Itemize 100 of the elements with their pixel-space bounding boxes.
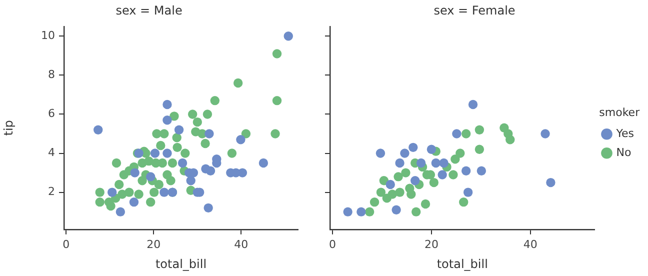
legend-label: No — [616, 146, 632, 159]
point — [401, 168, 410, 178]
point — [284, 32, 293, 41]
x-tick-label: 0 — [62, 238, 70, 251]
point — [154, 180, 164, 190]
point — [448, 170, 458, 180]
point — [170, 112, 179, 121]
point — [238, 168, 248, 178]
point — [95, 197, 104, 207]
point — [94, 125, 103, 134]
y-tick-label: 8 — [48, 68, 55, 82]
point — [356, 207, 366, 216]
x-tick-label: 40 — [523, 238, 538, 251]
point — [130, 168, 140, 178]
point — [416, 158, 426, 168]
point — [459, 197, 468, 207]
point — [129, 197, 139, 207]
point — [174, 125, 184, 134]
y-tick-label: 4 — [48, 146, 55, 160]
chart-title: sex = Female — [434, 3, 516, 18]
point — [452, 129, 462, 138]
point — [95, 188, 104, 197]
point — [180, 148, 190, 158]
y-axis-title: tip — [1, 120, 16, 136]
point — [429, 178, 439, 188]
point — [461, 129, 471, 138]
point — [206, 166, 216, 176]
point — [186, 176, 196, 186]
point — [420, 199, 430, 209]
point — [138, 176, 147, 186]
point — [172, 142, 182, 152]
point — [343, 207, 352, 216]
point — [241, 129, 251, 138]
point — [112, 158, 122, 168]
point — [146, 172, 156, 182]
point — [400, 148, 410, 158]
point — [376, 188, 386, 197]
point — [395, 188, 404, 197]
point — [540, 129, 550, 138]
legend-label: Yes — [615, 126, 634, 140]
point — [438, 170, 447, 180]
point — [162, 100, 172, 110]
point — [456, 148, 465, 158]
point — [202, 110, 212, 119]
x-tick-label: 40 — [234, 238, 248, 251]
chart-title: sex = Male — [116, 3, 182, 18]
point — [162, 115, 172, 125]
point — [439, 158, 448, 168]
point — [258, 158, 268, 168]
x-axis-title: total_bill — [155, 256, 207, 271]
point — [188, 110, 198, 119]
point — [408, 142, 418, 152]
point — [450, 154, 460, 164]
point — [270, 129, 280, 138]
x-tick-label: 0 — [328, 238, 336, 251]
point — [474, 125, 484, 134]
point — [370, 197, 380, 207]
point — [116, 207, 126, 216]
point — [108, 188, 117, 197]
point — [395, 158, 404, 168]
point — [426, 144, 436, 154]
point — [476, 166, 486, 176]
point — [178, 158, 188, 168]
point — [200, 138, 210, 148]
y-tick-label: 10 — [41, 29, 55, 42]
point — [406, 190, 416, 199]
point — [410, 176, 420, 186]
point — [376, 148, 386, 158]
point — [236, 135, 246, 144]
point — [156, 140, 166, 150]
point — [379, 176, 389, 186]
point — [192, 117, 202, 127]
point — [272, 49, 282, 58]
point — [114, 180, 124, 190]
point — [546, 178, 556, 188]
point — [118, 190, 127, 199]
point — [394, 172, 403, 182]
point — [272, 96, 282, 106]
point — [364, 207, 374, 216]
point — [210, 96, 220, 106]
x-tick-label: 20 — [146, 238, 161, 251]
point — [162, 148, 172, 158]
point — [474, 144, 484, 154]
x-tick-label: 20 — [424, 238, 438, 251]
point — [146, 197, 156, 207]
point — [204, 203, 213, 213]
y-tick-label: 2 — [48, 185, 55, 198]
x-axis-title: total_bill — [436, 256, 488, 271]
point — [461, 166, 471, 176]
point — [204, 129, 214, 138]
point — [412, 207, 421, 216]
point — [160, 188, 169, 197]
point — [168, 158, 178, 168]
point — [150, 188, 159, 197]
point — [233, 78, 243, 88]
point — [158, 158, 168, 168]
point — [388, 190, 397, 199]
point — [104, 197, 114, 207]
point — [506, 135, 515, 144]
point — [160, 129, 169, 138]
